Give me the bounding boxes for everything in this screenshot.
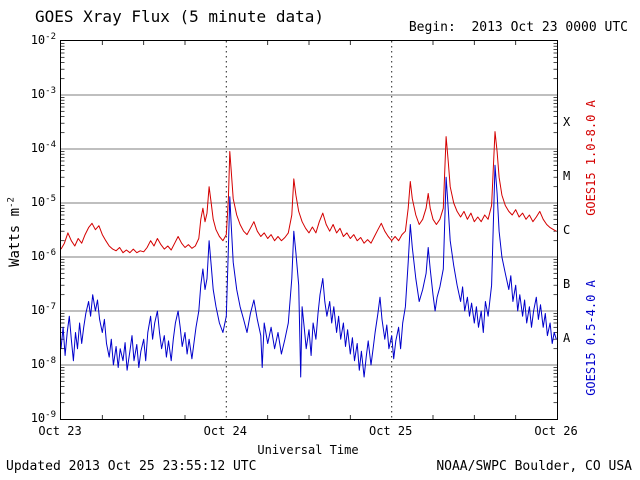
flux-chart-svg [61, 41, 557, 419]
flare-class-label-B: B [563, 277, 571, 291]
y-tick-label: 10-9 [30, 410, 56, 426]
x-tick-label: Oct 24 [203, 424, 248, 438]
y-tick-label: 10-7 [30, 302, 56, 318]
y-tick-label: 10-5 [30, 194, 56, 210]
plot-area [60, 40, 558, 420]
series-label-long-channel: GOES15 1.0-8.0 A [584, 100, 598, 216]
flare-class-label-A: A [563, 331, 571, 345]
flare-class-label-X: X [563, 115, 571, 129]
y-tick-label: 10-8 [30, 356, 56, 372]
x-tick-label: Oct 25 [368, 424, 413, 438]
x-axis-label: Universal Time [257, 443, 359, 457]
chart-title: GOES Xray Flux (5 minute data) [35, 7, 324, 26]
y-tick-label: 10-3 [30, 86, 56, 102]
series-label-short-channel: GOES15 0.5-4.0 A [584, 280, 598, 396]
flare-class-label-C: C [563, 223, 571, 237]
y-tick-label: 10-6 [30, 248, 56, 264]
source-attribution: NOAA/SWPC Boulder, CO USA [436, 459, 632, 474]
begin-time-label: Begin: 2013 Oct 23 0000 UTC [408, 20, 628, 35]
updated-timestamp: Updated 2013 Oct 25 23:55:12 UTC [6, 459, 257, 474]
x-tick-label: Oct 26 [534, 424, 578, 438]
x-tick-label: Oct 23 [38, 424, 82, 438]
flare-class-label-M: M [563, 169, 571, 183]
y-tick-label: 10-4 [30, 140, 56, 156]
series-line [61, 131, 557, 254]
y-tick-label: 10-2 [30, 32, 56, 48]
series-line [61, 164, 557, 378]
